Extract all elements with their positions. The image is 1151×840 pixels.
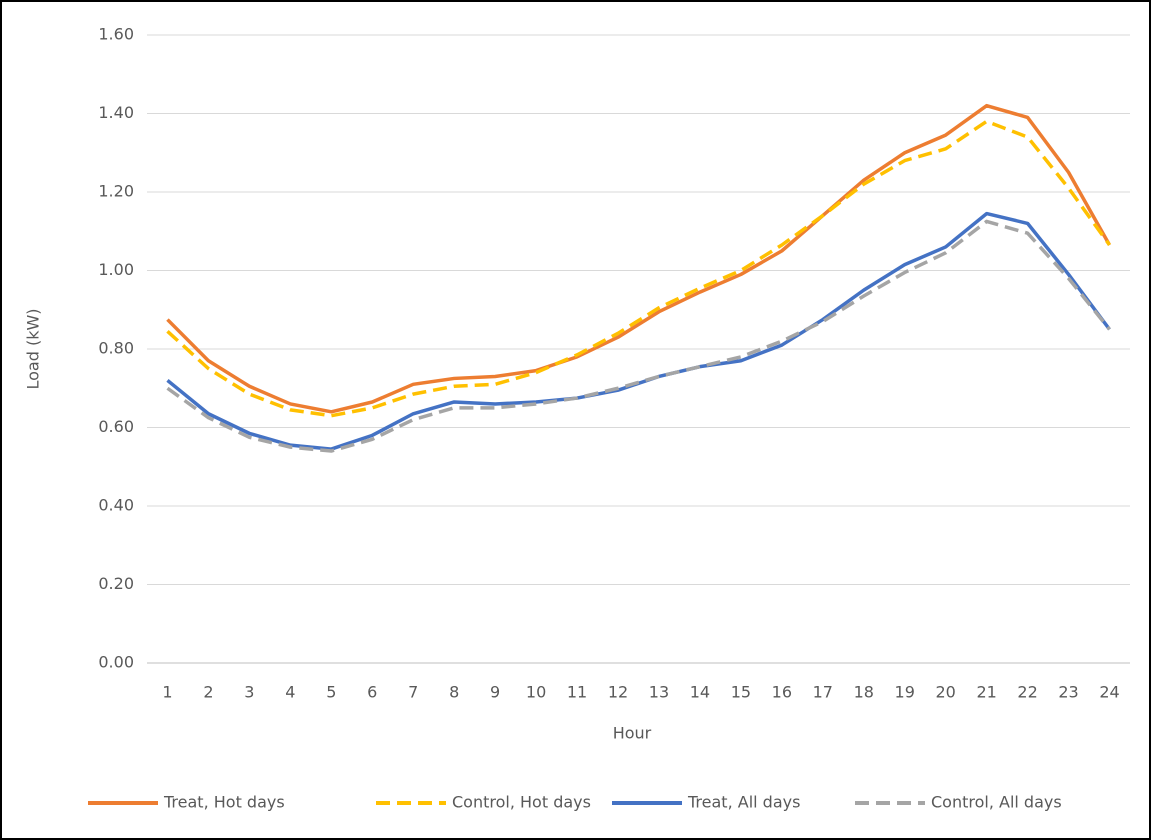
legend-label: Control, Hot days [452, 793, 591, 812]
x-tick-label: 8 [449, 683, 459, 702]
x-tick-label: 3 [244, 683, 254, 702]
y-tick-label: 0.60 [98, 417, 134, 436]
x-tick-label: 15 [731, 683, 751, 702]
x-tick-label: 16 [772, 683, 792, 702]
y-tick-label: 1.00 [98, 260, 134, 279]
x-tick-label: 7 [408, 683, 418, 702]
y-tick-label: 1.20 [98, 182, 134, 201]
x-tick-label: 13 [649, 683, 669, 702]
x-tick-label: 22 [1017, 683, 1037, 702]
x-tick-label: 6 [367, 683, 377, 702]
x-tick-label: 14 [690, 683, 710, 702]
x-tick-label: 17 [813, 683, 833, 702]
legend-label: Treat, All days [687, 793, 800, 812]
x-axis-title: Hour [613, 724, 652, 743]
x-tick-label: 5 [326, 683, 336, 702]
y-tick-label: 1.60 [98, 25, 134, 44]
x-tick-label: 12 [608, 683, 628, 702]
x-tick-label: 1 [162, 683, 172, 702]
legend-label: Treat, Hot days [163, 793, 285, 812]
y-tick-label: 0.40 [98, 496, 134, 515]
y-tick-label: 0.20 [98, 574, 134, 593]
x-tick-label: 20 [936, 683, 956, 702]
x-tick-label: 2 [203, 683, 213, 702]
series-line [166, 103, 1112, 414]
legend-label: Control, All days [931, 793, 1062, 812]
x-tick-label: 21 [976, 683, 996, 702]
x-tick-label: 11 [567, 683, 587, 702]
x-tick-label: 23 [1058, 683, 1078, 702]
x-tick-label: 4 [285, 683, 295, 702]
y-tick-label: 0.80 [98, 339, 134, 358]
y-axis-title: Load (kW) [24, 308, 43, 389]
x-tick-label: 10 [526, 683, 546, 702]
series-line [166, 219, 1111, 453]
y-tick-label: 0.00 [98, 653, 134, 672]
x-tick-label: 9 [490, 683, 500, 702]
series-line [166, 119, 1111, 418]
x-tick-label: 19 [895, 683, 915, 702]
x-tick-label: 18 [854, 683, 874, 702]
y-tick-label: 1.40 [98, 103, 134, 122]
x-tick-label: 24 [1099, 683, 1119, 702]
